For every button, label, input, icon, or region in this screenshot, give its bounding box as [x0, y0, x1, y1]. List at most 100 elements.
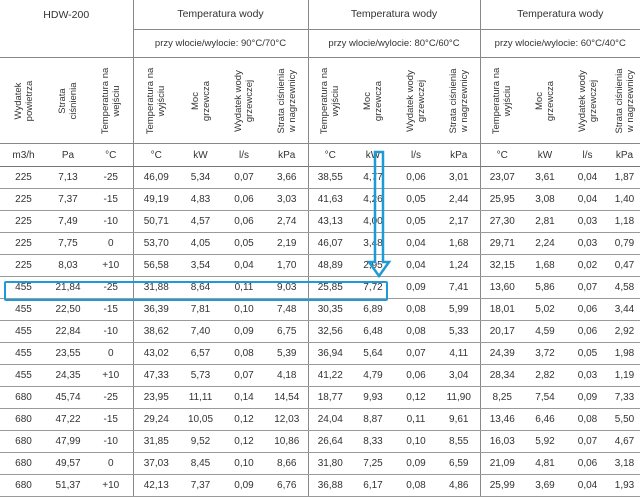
table-cell: 7,48 — [266, 298, 308, 321]
table-cell: 0,03 — [566, 364, 609, 387]
table-cell: 0,11 — [222, 276, 266, 299]
table-cell: 3,01 — [438, 166, 480, 189]
table-cell: 3,08 — [524, 188, 566, 211]
model-name: HDW-200 — [0, 0, 133, 58]
table-cell: 0,04 — [566, 188, 609, 211]
table-cell: -10 — [89, 210, 133, 233]
table-cell: 25,85 — [307, 276, 352, 299]
header-base-0: Wydatek powietrza — [0, 57, 47, 144]
table-cell: +10 — [89, 254, 133, 277]
table-cell: 7,40 — [179, 320, 222, 343]
table-cell: 9,93 — [352, 386, 394, 409]
table-cell: 0,08 — [394, 320, 438, 343]
table-body: 225 7,13 -25 46,09 5,34 0,07 3,66 38,55 4,77 0,06… — [0, 166, 640, 497]
table-cell: 11,11 — [179, 386, 222, 409]
table-cell: 49,19 — [132, 188, 179, 211]
table-cell: 4,77 — [352, 166, 394, 189]
table-cell: 0,04 — [222, 254, 266, 277]
table-cell: 48,89 — [307, 254, 352, 277]
table-cell: 0,07 — [222, 364, 266, 387]
header-g90-label-0: Temperatura na wyjściu — [145, 67, 168, 134]
unit-g60-1: kW — [524, 143, 566, 167]
table-cell: 0,04 — [566, 166, 609, 189]
header-g80-label-0: Temperatura na wyjściu — [319, 67, 342, 134]
table-cell: 2,17 — [438, 210, 480, 233]
table-cell: 53,70 — [132, 232, 179, 255]
header-g80-1: Moc grzewcza — [352, 57, 394, 144]
table-cell: 45,74 — [47, 386, 89, 409]
table-cell: 4,58 — [609, 276, 640, 299]
table-cell: 680 — [0, 474, 47, 497]
table-cell: 30,35 — [307, 298, 352, 321]
table-cell: 0,06 — [566, 320, 609, 343]
header-g60-label-1: Moc grzewcza — [534, 80, 556, 121]
header-g90-2: Wydatek wody grzewczej — [222, 57, 266, 144]
unit-g60-3: kPa — [609, 143, 640, 167]
table-cell: 6,89 — [352, 298, 394, 321]
units-row: m3/h Pa °C °C kW l/s kPa °C kW l/s kPa °C kW l/s kPa — [0, 143, 640, 167]
table-cell: 9,61 — [438, 408, 480, 431]
table-cell: 3,72 — [524, 342, 566, 365]
unit-g90-2: l/s — [222, 143, 266, 167]
table-cell: 0,09 — [394, 452, 438, 475]
table-cell: 0,79 — [609, 232, 640, 255]
table-cell: 4,79 — [352, 364, 394, 387]
table-cell: 0,09 — [222, 320, 266, 343]
table-cell: 4,86 — [438, 474, 480, 497]
table-cell: 25,95 — [479, 188, 524, 211]
table-cell: 25,99 — [479, 474, 524, 497]
table-cell: 7,33 — [609, 386, 640, 409]
unit-g80-0: °C — [307, 143, 352, 167]
table-cell: 51,37 — [47, 474, 89, 497]
unit-g60-2: l/s — [566, 143, 609, 167]
table-cell: 0,12 — [222, 408, 266, 431]
table-cell: 14,54 — [266, 386, 308, 409]
header-base-label-0: Wydatek powietrza — [12, 80, 35, 121]
table-cell: 21,09 — [479, 452, 524, 475]
table-cell: 5,39 — [266, 342, 308, 365]
table-cell: 38,55 — [307, 166, 352, 189]
table-cell: 0,07 — [222, 166, 266, 189]
unit-g60-0: °C — [479, 143, 524, 167]
table-cell: +10 — [89, 364, 133, 387]
header-g90-0: Temperatura na wyjściu — [132, 57, 179, 144]
table-cell: 3,48 — [352, 232, 394, 255]
table-cell: 0,07 — [394, 342, 438, 365]
table-cell: 0,08 — [394, 298, 438, 321]
table-cell: 0 — [89, 452, 133, 475]
table-cell: 5,86 — [524, 276, 566, 299]
table-cell: 0,04 — [394, 232, 438, 255]
table-row: 455 21,84 -25 31,88 8,64 0,11 9,03 25,85 7,72 0,0… — [0, 276, 640, 299]
table-cell: 455 — [0, 276, 47, 299]
table-row: 455 22,50 -15 36,39 7,81 0,10 7,48 30,35 6,89 0,0… — [0, 298, 640, 321]
table-cell: 0,06 — [566, 452, 609, 475]
table-cell: 2,24 — [524, 232, 566, 255]
table-cell: 4,26 — [352, 188, 394, 211]
table-cell: 1,87 — [609, 166, 640, 189]
table-cell: -25 — [89, 276, 133, 299]
table-cell: 8,66 — [266, 452, 308, 475]
table-row: 225 7,75 0 53,70 4,05 0,05 2,19 46,07 3,48 0,04 1,… — [0, 232, 640, 255]
table-cell: 1,24 — [438, 254, 480, 277]
table-cell: 680 — [0, 408, 47, 431]
table-cell: 225 — [0, 232, 47, 255]
table-cell: 455 — [0, 298, 47, 321]
table-cell: 455 — [0, 342, 47, 365]
table-cell: 23,95 — [132, 386, 179, 409]
table-cell: 0,03 — [566, 232, 609, 255]
table-cell: 6,48 — [352, 320, 394, 343]
table-cell: 11,90 — [438, 386, 480, 409]
table-cell: 32,15 — [479, 254, 524, 277]
table-cell: 38,62 — [132, 320, 179, 343]
table-cell: 3,03 — [266, 188, 308, 211]
table-cell: 47,33 — [132, 364, 179, 387]
table-cell: 0 — [89, 232, 133, 255]
unit-g90-1: kW — [179, 143, 222, 167]
group-title-80-60: Temperatura wody — [307, 0, 480, 30]
table-cell: 7,37 — [179, 474, 222, 497]
table-cell: 7,41 — [438, 276, 480, 299]
table-cell: 22,50 — [47, 298, 89, 321]
header-g80-label-2: Wydatek wody grzewczej — [405, 69, 427, 132]
table-cell: 7,13 — [47, 166, 89, 189]
table-cell: 0,11 — [394, 408, 438, 431]
